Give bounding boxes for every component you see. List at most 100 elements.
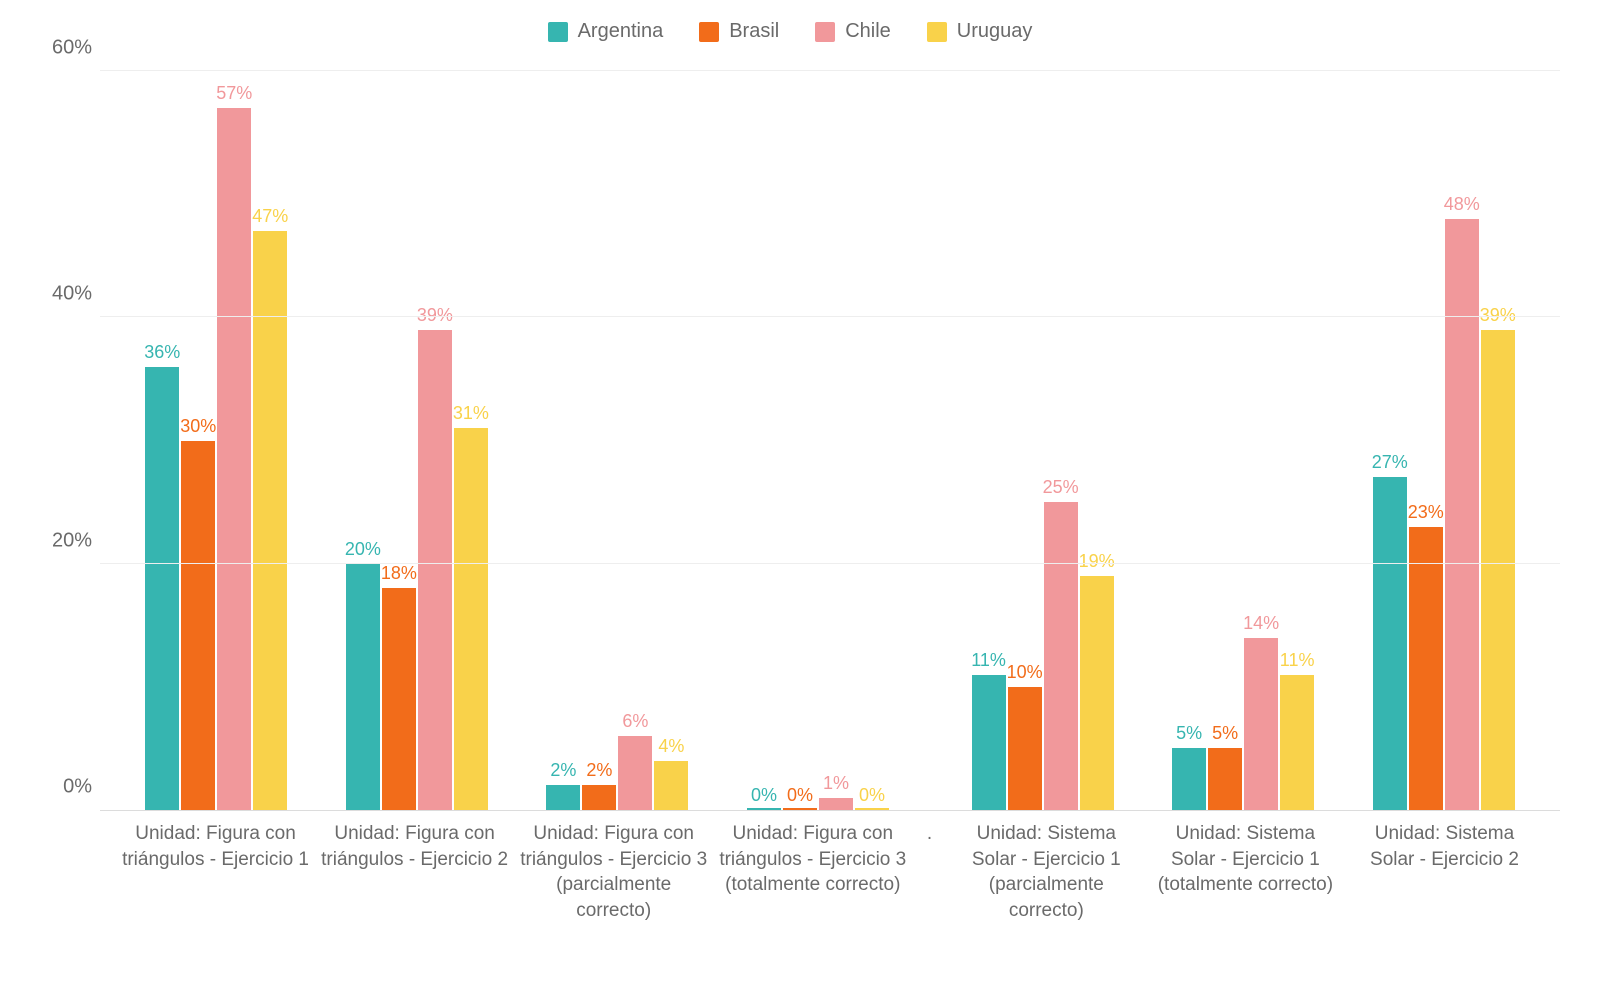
bar-group: 20%18% 39%31% [317,71,518,810]
bar-column: 18% [382,71,416,810]
bar-column: 5% [1208,71,1242,810]
value-label: 27% [1372,452,1408,473]
value-label: 0% [751,785,777,806]
legend-swatch [927,22,947,42]
x-axis-label: Unidad: Figura con triángulos - Ejercici… [315,821,514,924]
bar [382,588,416,810]
value-label: 11% [971,650,1006,671]
value-label: 0% [787,785,813,806]
bar-column: 48% [1445,71,1479,810]
bar-group: 0% 0% 1% 0% [718,71,919,810]
bar [1445,219,1479,810]
bar-column: 2% [546,71,580,810]
bar-column: 2% [582,71,616,810]
bar [1409,527,1443,810]
bar-chart: Argentina Brasil Chile Uruguay 36% 30% 57% 47%… [0,0,1600,988]
legend-label: Argentina [578,20,664,43]
bar [819,798,853,810]
value-label: 11% [1280,650,1315,671]
value-label: 36% [144,342,180,363]
value-label: 6% [622,711,648,732]
x-axis-label: Unidad: Sistema Solar - Ejercicio 2 [1345,821,1544,924]
bar-column: 20% [346,71,380,810]
bar [855,808,889,810]
value-label: 25% [1043,477,1079,498]
x-axis-label: Unidad: Figura con triángulos - Ejercici… [116,821,315,924]
value-label: 14% [1243,613,1279,634]
bar [654,761,688,810]
legend-label: Brasil [729,20,779,43]
gridline [100,70,1560,71]
bar [747,808,781,810]
bar-column: 25% [1044,71,1078,810]
value-label: 57% [216,83,252,104]
bar [181,441,215,811]
value-label: 2% [586,760,612,781]
bar [217,108,251,810]
bar-column: 47% [253,71,287,810]
bar-groups: 36%30%57%47%20%18%39%31%2%2%6%4%0%0%1%0%… [100,71,1560,810]
bar-column: 5% [1172,71,1206,810]
value-label: 5% [1212,723,1238,744]
value-label: 5% [1176,723,1202,744]
bar-column: 27% [1373,71,1407,810]
value-label: 18% [381,563,417,584]
value-label: 23% [1408,502,1444,523]
bar [1208,748,1242,810]
bar-column: 30% [181,71,215,810]
legend-item: Chile [815,20,891,43]
bar [1080,576,1114,810]
bar-column: 31% [454,71,488,810]
value-label: 1% [823,773,849,794]
value-label: 48% [1444,194,1480,215]
legend-label: Uruguay [957,20,1033,43]
bar-column: 39% [418,71,452,810]
bar [418,330,452,810]
bar-column: 36% [145,71,179,810]
value-label: 39% [1480,305,1516,326]
bar-column: 1% [819,71,853,810]
bar-column: 0% [747,71,781,810]
bar-group: 5% 5% 14%11% [1143,71,1344,810]
bar [346,564,380,810]
bar-group: 27% 23% 48% 39% [1343,71,1544,810]
x-label-spacer: . [912,821,946,924]
bar [253,231,287,810]
bar-column: 6% [618,71,652,810]
value-label: 0% [859,785,885,806]
bar-group: 11%10%25%19% [942,71,1143,810]
x-axis-label: Unidad: Sistema Solar - Ejercicio 1 (par… [947,821,1146,924]
bar [1280,675,1314,810]
y-tick-label: 40% [36,283,92,306]
x-axis-label: Unidad: Figura con triángulos - Ejercici… [514,821,713,924]
x-axis-label: Unidad: Figura con triángulos - Ejercici… [713,821,912,924]
gridline [100,563,1560,564]
bar [783,808,817,810]
bar [618,736,652,810]
value-label: 39% [417,305,453,326]
y-tick-label: 60% [36,37,92,60]
bar-group: 36% 30% 57% 47% [116,71,317,810]
bar-column: 23% [1409,71,1443,810]
value-label: 30% [180,416,216,437]
bar-column: 10% [1008,71,1042,810]
legend-item: Argentina [548,20,664,43]
legend-label: Chile [845,20,891,43]
value-label: 47% [252,206,288,227]
bar [972,675,1006,810]
y-tick-label: 20% [36,529,92,552]
bar [1008,687,1042,810]
bar-group: 2% 2% 6% 4% [517,71,718,810]
bar [1244,638,1278,810]
bar-column: 14% [1244,71,1278,810]
legend: Argentina Brasil Chile Uruguay [20,20,1560,43]
legend-item: Brasil [699,20,779,43]
legend-swatch [548,22,568,42]
legend-item: Uruguay [927,20,1033,43]
value-label: 4% [658,736,684,757]
legend-swatch [699,22,719,42]
bar [454,428,488,810]
legend-swatch [815,22,835,42]
bar-column: 11% [972,71,1006,810]
x-axis-label: Unidad: Sistema Solar - Ejercicio 1 (tot… [1146,821,1345,924]
